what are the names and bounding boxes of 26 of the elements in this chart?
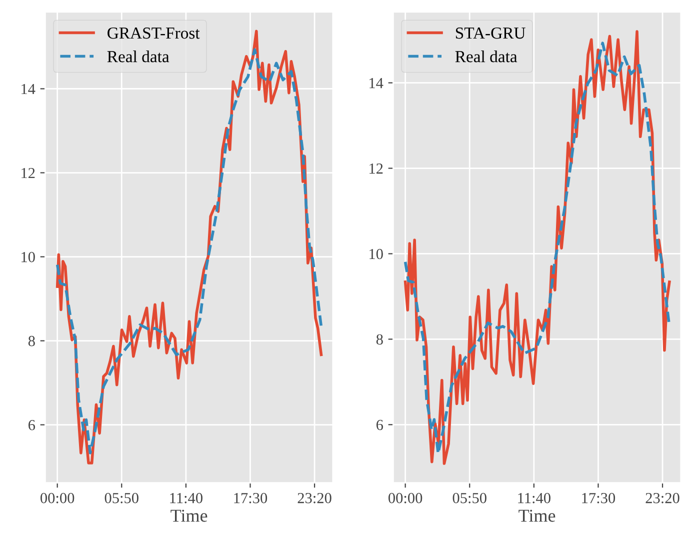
y-tick-label: 14 [370, 78, 384, 88]
x-tick-label: 00:00 [388, 492, 422, 504]
y-tick-label: 12 [22, 168, 35, 178]
y-tick-label: 6 [28, 420, 36, 430]
y-tick-label: 10 [22, 252, 35, 262]
legend-label: GRAST-Frost [108, 28, 200, 39]
y-tick-label: 6 [376, 420, 384, 430]
x-tick-label: 17:30 [582, 492, 616, 504]
x-tick-label: 11:40 [518, 492, 550, 504]
legend-label: STA-GRU [456, 28, 526, 39]
y-tick-label: 10 [370, 248, 383, 260]
x-axis-title: Time [170, 510, 208, 522]
x-tick-label: 05:50 [452, 492, 486, 504]
x-tick-label: 11:40 [170, 492, 202, 504]
x-axis-title: Time [518, 510, 556, 522]
x-tick-label: 00:00 [40, 492, 74, 504]
legend-label: Real data [455, 50, 518, 62]
y-tick-label: 8 [28, 336, 35, 346]
y-tick-label: 8 [376, 334, 383, 345]
x-tick-label: 05:50 [104, 492, 138, 504]
y-tick-label: 14 [22, 84, 36, 94]
x-tick-label: 23:20 [646, 492, 680, 504]
legend-label: Real data [107, 50, 170, 62]
x-tick-label: 17:30 [234, 492, 268, 504]
x-tick-label: 23:20 [298, 492, 332, 504]
y-tick-label: 12 [370, 163, 383, 174]
